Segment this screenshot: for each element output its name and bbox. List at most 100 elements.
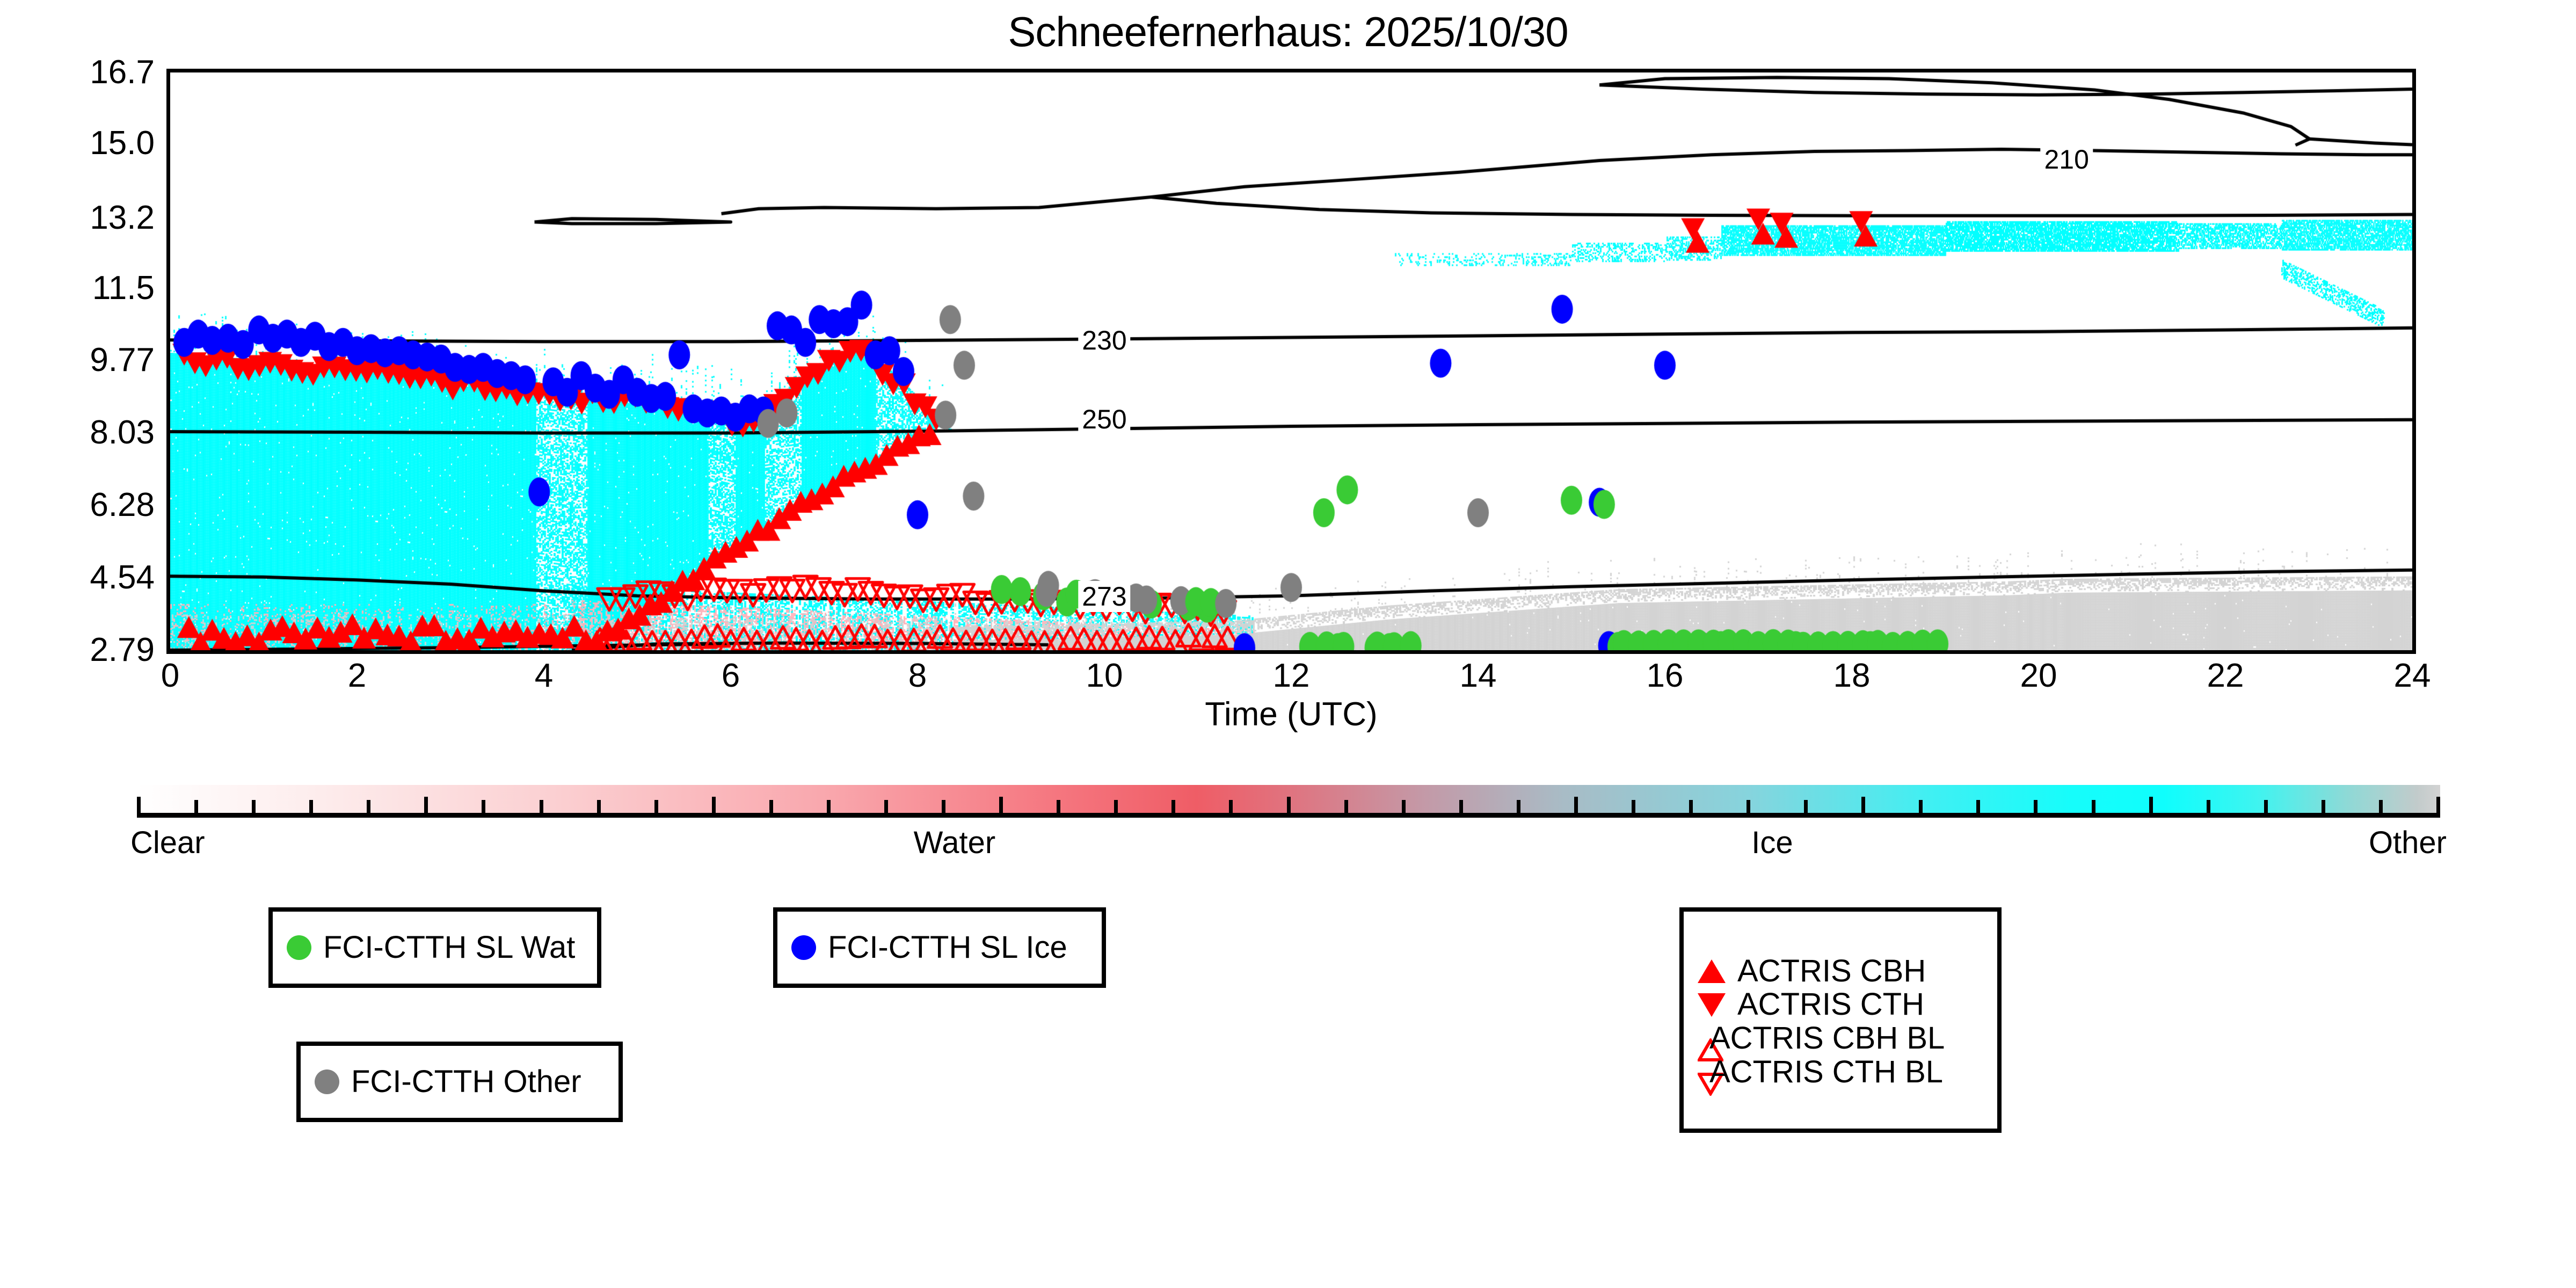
colorbar-tick <box>1516 800 1520 814</box>
colorbar-label-water: Water <box>913 825 996 860</box>
colorbar-tick <box>1229 800 1233 814</box>
colorbar-axis-line <box>137 813 2440 818</box>
colorbar-tick <box>2378 800 2383 814</box>
x-tick-label: 2 <box>347 657 367 694</box>
x-tick-label: 8 <box>908 657 927 694</box>
y-tick-label: 13.2 <box>90 199 155 236</box>
legend-label: ACTRIS CTH BL <box>1709 1054 1944 1089</box>
page-title: Schneefernerhaus: 2025/10/30 <box>1008 8 1568 55</box>
y-tick-label: 9.77 <box>90 341 155 379</box>
colorbar-tick <box>2034 800 2038 814</box>
y-tick-label: 16.7 <box>90 54 155 91</box>
legend-box-fci-sl-ice[interactable]: FCI-CTTH SL Ice <box>773 907 1106 988</box>
colorbar-tick <box>2091 800 2095 814</box>
colorbar-tick <box>826 800 831 814</box>
contour-label-273: 273 <box>1078 581 1131 613</box>
legend-row: ACTRIS CTH <box>1684 988 1997 1022</box>
x-tick-label: 12 <box>1272 657 1310 694</box>
colorbar-tick <box>1459 800 1463 814</box>
triangle-up-filled-icon <box>1698 959 1726 984</box>
colorbar-tick <box>2321 800 2325 814</box>
colorbar-tick <box>252 800 256 814</box>
colorbar-tick <box>2149 797 2153 814</box>
colorbar-label-ice: Ice <box>1751 825 1793 860</box>
legend-row: FCI-CTTH SL Ice <box>777 929 1102 965</box>
colorbar-tick <box>1919 800 1923 814</box>
colorbar-tick <box>1861 797 1866 814</box>
legend-row: ACTRIS CBH <box>1684 951 1997 988</box>
colorbar: Clear Water Ice Other <box>130 785 2447 860</box>
colorbar-tick <box>1057 800 1061 814</box>
legend-label: FCI-CTTH Other <box>351 1064 581 1099</box>
colorbar-tick <box>2436 797 2440 814</box>
x-tick-label: 14 <box>1459 657 1497 694</box>
colorbar-tick <box>194 800 199 814</box>
contour-label-230: 230 <box>1078 324 1131 356</box>
x-tick-label: 20 <box>2020 657 2057 694</box>
legend-box-fci-other[interactable]: FCI-CTTH Other <box>296 1042 623 1122</box>
colorbar-tick <box>424 797 428 814</box>
blue-circle-icon <box>791 935 816 960</box>
x-tick-label: 18 <box>1833 657 1871 694</box>
colorbar-tick <box>1631 800 1635 814</box>
x-tick-label: 24 <box>2393 657 2431 694</box>
legend-label: FCI-CTTH SL Ice <box>828 929 1067 965</box>
colorbar-tick <box>884 800 888 814</box>
x-tick-label: 4 <box>534 657 554 694</box>
colorbar-tick <box>1804 800 1808 814</box>
x-tick-label: 10 <box>1086 657 1123 694</box>
colorbar-tick <box>539 800 543 814</box>
colorbar-tick <box>1171 800 1176 814</box>
contour-label-210: 210 <box>2040 144 2093 176</box>
x-axis-label: Time (UTC) <box>1205 696 1378 733</box>
colorbar-tick <box>596 800 601 814</box>
x-tick-label: 22 <box>2207 657 2244 694</box>
colorbar-tick <box>1976 800 1981 814</box>
x-tick-label: 6 <box>721 657 740 694</box>
legend-row: ACTRIS CTH BL <box>1684 1054 1997 1097</box>
x-tick-label: 16 <box>1646 657 1684 694</box>
green-circle-icon <box>287 935 311 960</box>
y-tick-label: 15.0 <box>90 124 155 162</box>
legend-box-fci-sl-wat[interactable]: FCI-CTTH SL Wat <box>268 907 601 988</box>
colorbar-tick <box>1574 797 1578 814</box>
legend-box-actris[interactable]: ACTRIS CBH ACTRIS CTH ACTRIS CBH BL ACTR… <box>1679 907 2002 1133</box>
contour-label-250: 250 <box>1078 403 1131 435</box>
colorbar-tick <box>482 800 486 814</box>
colorbar-tick <box>654 800 658 814</box>
colorbar-tick <box>769 800 773 814</box>
triangle-down-filled-icon <box>1698 993 1726 1017</box>
x-tick-label: 0 <box>161 657 180 694</box>
y-tick-label: 2.79 <box>90 631 155 668</box>
colorbar-tick <box>1401 800 1406 814</box>
legend-row: FCI-CTTH Other <box>301 1065 618 1099</box>
colorbar-tick <box>1286 797 1291 814</box>
y-axis-ticks: 16.7 15.0 13.2 11.5 9.77 8.03 6.28 4.54 2.79 <box>0 56 197 667</box>
colorbar-tick <box>309 800 314 814</box>
colorbar-label-other: Other <box>2368 825 2447 860</box>
colorbar-tick <box>2264 800 2268 814</box>
colorbar-tick <box>1689 800 1693 814</box>
colorbar-label-clear: Clear <box>130 825 205 860</box>
y-tick-label: 6.28 <box>90 486 155 524</box>
legend-label: ACTRIS CBH <box>1737 953 1926 988</box>
colorbar-tick <box>1344 800 1348 814</box>
legend-row: ACTRIS CBH BL <box>1684 1021 1997 1062</box>
classification-heatmap <box>170 72 2412 650</box>
colorbar-tick <box>1747 800 1751 814</box>
y-tick-label: 8.03 <box>90 413 155 451</box>
colorbar-tick <box>942 800 946 814</box>
colorbar-tick <box>999 797 1003 814</box>
legend-row: FCI-CTTH SL Wat <box>273 929 597 965</box>
colorbar-tick <box>2206 800 2210 814</box>
legend-label: FCI-CTTH SL Wat <box>323 929 576 965</box>
colorbar-tick <box>1114 800 1118 814</box>
y-tick-label: 4.54 <box>90 558 155 596</box>
colorbar-tick <box>367 800 371 814</box>
y-tick-label: 11.5 <box>92 270 155 307</box>
gray-circle-icon <box>315 1069 339 1094</box>
legend-label: ACTRIS CBH BL <box>1709 1021 1945 1056</box>
legend-label: ACTRIS CTH <box>1737 987 1924 1022</box>
colorbar-tick <box>711 797 716 814</box>
colorbar-tick <box>137 797 141 814</box>
